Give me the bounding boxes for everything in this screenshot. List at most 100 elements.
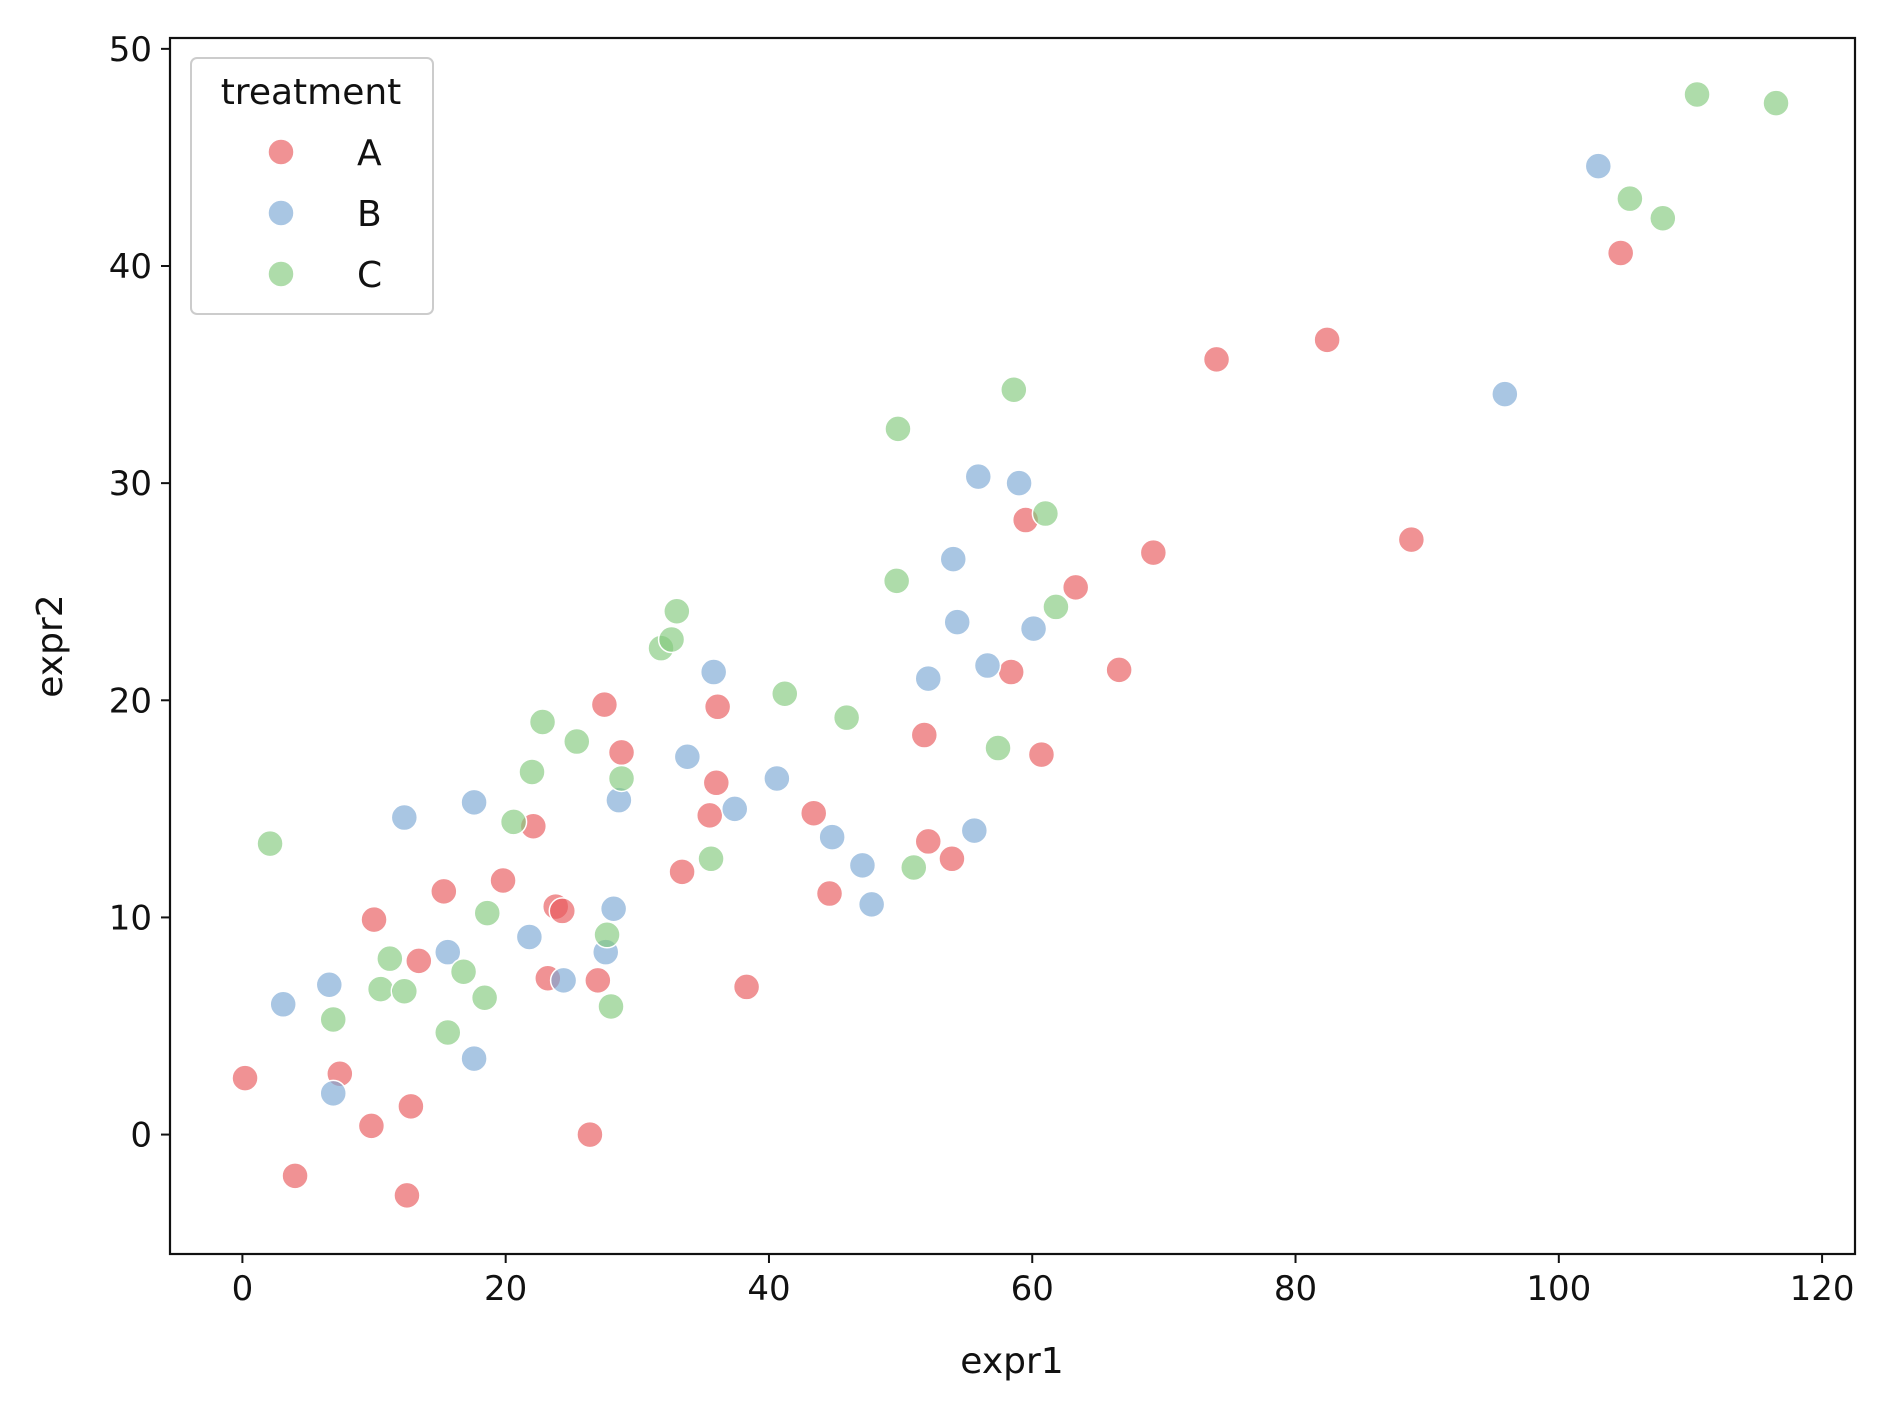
x-tick-label: 20: [484, 1269, 527, 1309]
x-tick-label: 120: [1790, 1269, 1855, 1309]
legend: treatment ABC: [190, 57, 434, 315]
y-tick-label: 10: [109, 898, 152, 938]
data-point-c: [528, 708, 557, 736]
data-point-b: [1005, 469, 1033, 497]
data-point-c: [597, 992, 625, 1021]
data-point-a: [590, 690, 619, 719]
data-point-c: [563, 727, 591, 756]
data-point-b: [818, 823, 846, 851]
data-point-c: [697, 845, 725, 873]
x-tick-label: 40: [747, 1269, 790, 1309]
data-point-a: [703, 693, 732, 721]
data-point-c: [470, 984, 499, 1012]
legend-marker-a: [267, 138, 295, 166]
data-point-a: [548, 897, 577, 925]
data-point-c: [663, 597, 691, 626]
data-point-a: [997, 658, 1025, 686]
data-point-b: [720, 795, 749, 823]
data-point-b: [460, 1044, 488, 1073]
data-point-a: [815, 879, 844, 908]
data-point-c: [390, 977, 419, 1006]
data-point-a: [1397, 525, 1426, 554]
data-point-a: [1202, 345, 1231, 374]
data-point-c: [1683, 80, 1711, 109]
data-point-b: [973, 651, 1002, 680]
data-point-a: [914, 827, 942, 856]
legend-marker-c: [267, 260, 295, 288]
legend-title: treatment: [221, 72, 402, 113]
legend-marker-b: [267, 199, 295, 227]
data-point-a: [405, 947, 433, 975]
data-point-c: [1616, 184, 1644, 213]
legend-entries: ABC: [267, 133, 382, 296]
data-point-b: [315, 970, 344, 999]
data-point-b: [319, 1079, 347, 1108]
legend-label-a: A: [357, 133, 382, 174]
data-point-a: [281, 1162, 309, 1190]
data-point-a: [393, 1181, 421, 1210]
data-point-a: [1105, 656, 1133, 684]
data-point-c: [1762, 89, 1790, 117]
x-tick-label: 0: [232, 1269, 254, 1309]
x-axis-label: expr1: [960, 1341, 1063, 1382]
data-point-a: [430, 877, 458, 906]
data-point-b: [964, 462, 993, 491]
legend-label-b: B: [357, 194, 382, 235]
data-point-a: [607, 738, 636, 767]
data-point-c: [449, 957, 478, 986]
y-tick-label: 0: [130, 1116, 152, 1156]
y-tick-label: 40: [109, 247, 152, 287]
data-point-b: [1584, 152, 1613, 180]
data-point-b: [434, 938, 462, 966]
y-tick-label: 30: [109, 464, 152, 504]
data-point-c: [657, 625, 686, 654]
data-point-c: [882, 567, 911, 595]
data-point-a: [576, 1120, 604, 1149]
data-point-a: [938, 845, 966, 873]
data-point-a: [1027, 740, 1056, 769]
data-point-c: [256, 829, 284, 858]
data-point-a: [1061, 573, 1090, 602]
data-point-b: [1491, 380, 1519, 408]
data-point-b: [914, 664, 942, 693]
y-axis-label: expr2: [30, 594, 71, 697]
x-axis: 0 20 40 60 80 100 120: [232, 1254, 1855, 1309]
data-point-b: [939, 545, 968, 573]
data-point-c: [771, 680, 799, 708]
data-point-c: [434, 1018, 462, 1047]
data-point-a: [668, 858, 696, 886]
data-point-a: [910, 721, 939, 749]
data-point-b: [943, 608, 971, 636]
data-point-a: [1606, 239, 1635, 267]
data-point-a: [357, 1112, 386, 1140]
data-point-c: [473, 899, 502, 927]
data-point-b: [673, 742, 702, 771]
data-point-c: [1000, 376, 1028, 404]
data-point-c: [832, 703, 861, 732]
data-point-b: [390, 803, 419, 832]
y-tick-label: 20: [109, 681, 152, 721]
data-point-a: [397, 1092, 425, 1121]
data-point-b: [699, 658, 728, 686]
data-point-b: [269, 990, 297, 1019]
legend-frame: [190, 57, 434, 315]
data-point-c: [1042, 593, 1070, 621]
data-point-b: [460, 788, 488, 817]
data-point-c: [499, 808, 528, 836]
data-point-a: [584, 966, 612, 995]
data-point-a: [695, 801, 724, 830]
data-point-a: [702, 769, 731, 797]
data-point-a: [231, 1064, 259, 1092]
data-point-c: [376, 944, 404, 973]
y-tick-label: 50: [109, 30, 152, 70]
data-point-c: [1031, 499, 1060, 528]
data-point-b: [1019, 614, 1048, 643]
x-tick-label: 80: [1274, 1269, 1317, 1309]
plot-background: [170, 38, 1855, 1254]
data-point-c: [984, 734, 1012, 762]
x-tick-label: 60: [1011, 1269, 1054, 1309]
data-point-b: [857, 890, 886, 919]
data-point-b: [763, 764, 791, 793]
